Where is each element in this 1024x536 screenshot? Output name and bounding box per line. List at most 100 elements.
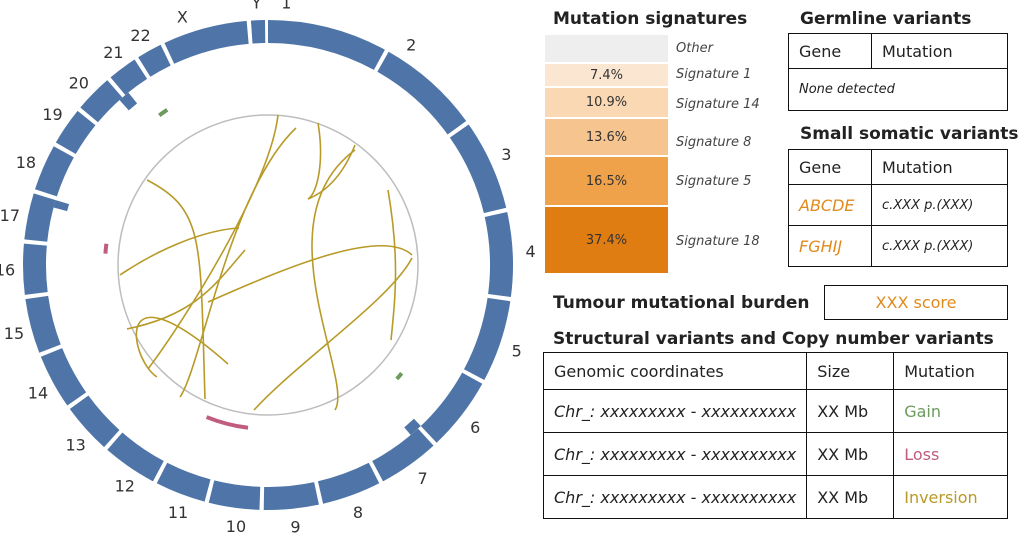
chromosome-segment (23, 243, 48, 295)
chromosome-segment (107, 432, 164, 482)
chromosome-label: 9 (290, 518, 300, 536)
circos-plot: 12345678910111213141516171819202122XY (0, 0, 536, 536)
chromosome-label: 21 (103, 43, 123, 62)
table-row: Chr_: xxxxxxxxx - xxxxxxxxxx XX Mb Loss (542, 432, 1008, 476)
structural-link-icon (126, 249, 246, 330)
chromosome-label: 20 (69, 73, 89, 92)
chromosome-label: X (177, 7, 188, 26)
signature-bar: 10.9% (545, 88, 668, 117)
structural-table: Genomic coordinates Size Mutation Chr_: … (542, 352, 1008, 519)
gain-arc-icon (158, 108, 169, 117)
variant-size: XX Mb (806, 389, 895, 433)
table-header: Mutation (871, 33, 1008, 69)
chromosome-notch (404, 418, 421, 436)
signatures-title: Mutation signatures (553, 9, 748, 29)
chromosome-segment (24, 193, 56, 242)
chromosome-labels: 12345678910111213141516171819202122XY (0, 0, 536, 536)
table-header: Mutation (871, 149, 1008, 185)
somatic-table: Gene Mutation ABCDE c.XXX p.(XXX) FGHIJ … (788, 149, 1008, 267)
table-row: ABCDE c.XXX p.(XXX) (788, 184, 1008, 226)
variant-type: Inversion (893, 475, 1008, 519)
germline-table: Gene Mutation None detected (788, 33, 1008, 111)
chromosome-label: 16 (0, 261, 15, 280)
copy-number-marks (103, 108, 404, 430)
tmb-title: Tumour mutational burden (553, 293, 810, 313)
table-row: Chr_: xxxxxxxxx - xxxxxxxxxx XX Mb Gain (542, 389, 1008, 433)
chromosome-segment (156, 462, 211, 502)
chromosome-segment (55, 110, 96, 154)
chromosome-segment (377, 51, 467, 135)
chromosome-label: 15 (4, 324, 24, 343)
gene-name: ABCDE (788, 184, 872, 226)
chromosome-segment (250, 20, 266, 44)
chromosome-label: 18 (16, 153, 36, 172)
table-row: FGHIJ c.XXX p.(XXX) (788, 225, 1008, 267)
structural-links (119, 114, 413, 411)
gain-arc-icon (395, 371, 404, 381)
mutation-text: c.XXX p.(XXX) (871, 184, 1008, 226)
somatic-title: Small somatic variants (800, 124, 1019, 144)
inner-ring (117, 114, 419, 416)
structural-link-icon (311, 149, 356, 411)
structural-link-icon (307, 122, 322, 200)
chromosome-segment (208, 480, 261, 510)
structural-link-icon (119, 227, 240, 276)
table-header: Size (806, 352, 895, 390)
chromosome-label: 17 (0, 206, 20, 225)
germline-title: Germline variants (800, 9, 972, 29)
gene-name: FGHIJ (788, 225, 872, 267)
chromosome-label: 4 (526, 242, 536, 261)
chromosome-segment (263, 482, 319, 510)
chromosome-segment (464, 297, 511, 381)
chromosome-segment (80, 80, 123, 123)
structural-title: Structural variants and Copy number vari… (553, 329, 994, 349)
tmb-score: XXX score (875, 293, 957, 312)
signature-bar: 7.4% (545, 64, 668, 86)
chromosome-notch (119, 92, 138, 111)
chromosome-label: 3 (501, 145, 511, 164)
signature-label: Other (676, 41, 713, 56)
chromosome-label: 13 (65, 435, 85, 454)
table-header: Mutation (893, 352, 1008, 390)
structural-link-icon (146, 179, 206, 400)
signature-label: Signature 5 (676, 174, 752, 189)
loss-arc-icon (103, 243, 109, 254)
chromosome-segment (317, 462, 380, 504)
variant-type: Loss (893, 432, 1008, 476)
structural-link-icon (207, 245, 413, 303)
variant-type: Gain (893, 389, 1008, 433)
chromosome-segment (110, 59, 148, 95)
chromosome-label: 2 (406, 35, 416, 54)
tmb-score-box: XXX score (824, 285, 1008, 320)
variant-size: XX Mb (806, 475, 895, 519)
chromosome-segment (25, 295, 61, 353)
chromosome-label: 5 (512, 342, 522, 361)
structural-link-icon (179, 127, 297, 398)
signature-label: Signature 1 (676, 67, 752, 82)
chromosome-segment (138, 44, 171, 77)
chromosome-segment (372, 428, 434, 482)
variant-size: XX Mb (806, 432, 895, 476)
chromosome-label: 7 (417, 469, 427, 488)
chromosome-label: 19 (42, 105, 62, 124)
chromosome-segment (268, 20, 385, 70)
chromosome-label: 8 (353, 503, 363, 522)
signature-bar: 16.5% (545, 157, 668, 205)
chromosome-segment (69, 395, 120, 448)
chromosome-label: 11 (168, 503, 188, 522)
signature-label: Signature 8 (676, 135, 752, 150)
table-header: Gene (788, 33, 872, 69)
germline-empty-text: None detected (788, 68, 1008, 111)
table-header: Genomic coordinates (542, 352, 808, 390)
chromosome-label: 6 (470, 418, 480, 437)
loss-arc-icon (205, 415, 249, 430)
signature-bar: 13.6% (545, 119, 668, 155)
chromosome-label: 22 (130, 26, 150, 45)
structural-link-icon (387, 189, 397, 341)
structural-link-icon (135, 316, 229, 378)
structural-link-icon (147, 114, 279, 370)
genomic-coordinates: Chr_: xxxxxxxxx - xxxxxxxxxx (542, 475, 808, 519)
table-row: Chr_: xxxxxxxxx - xxxxxxxxxx XX Mb Inver… (542, 475, 1008, 519)
chromosome-segment (449, 124, 507, 214)
chromosome-segment (484, 211, 513, 297)
